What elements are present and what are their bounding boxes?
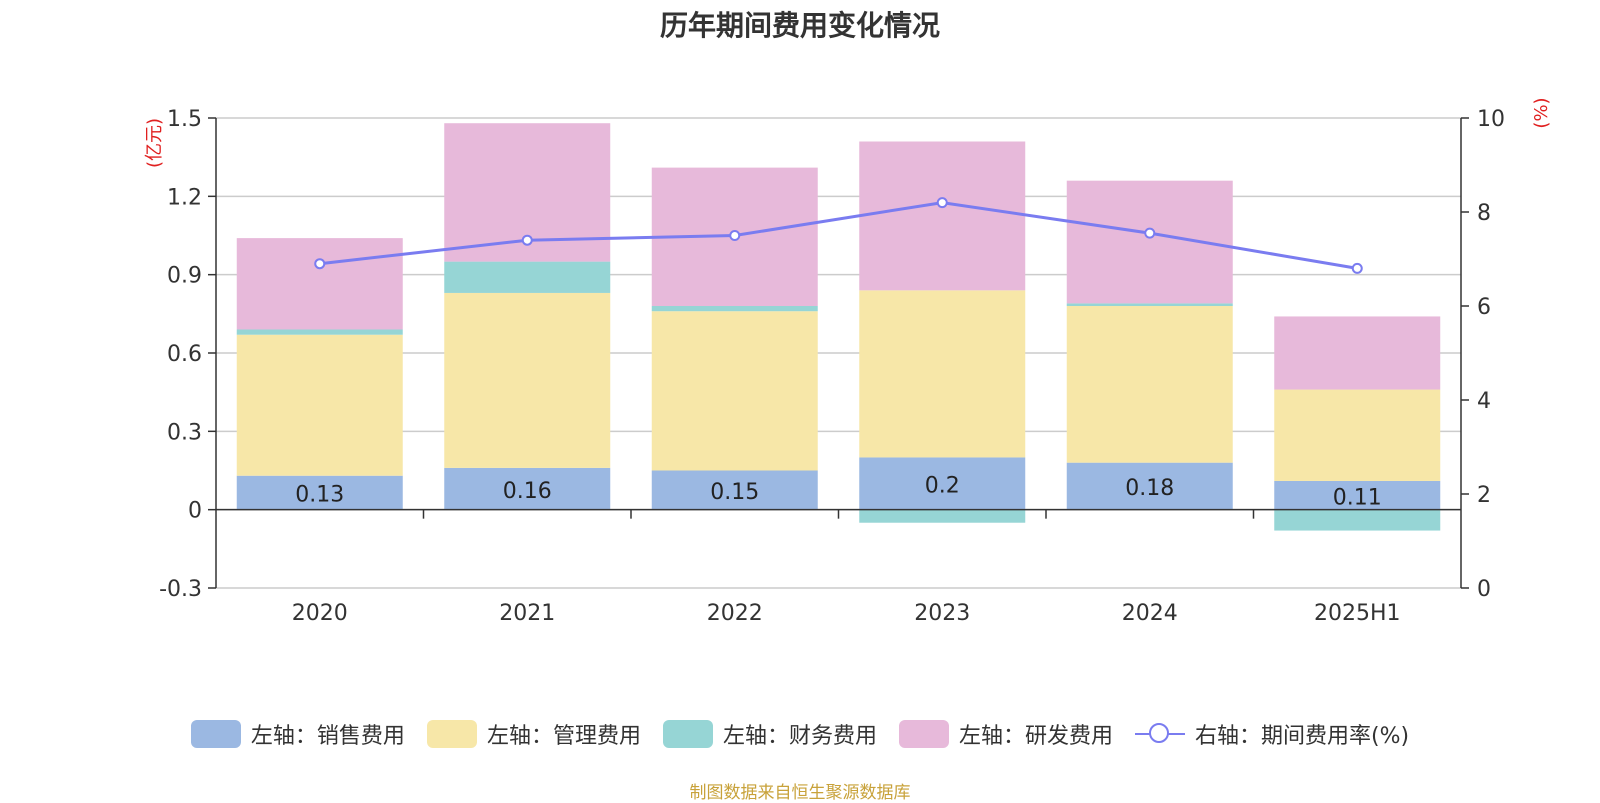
bar-segment-1-2022 xyxy=(651,311,818,471)
legend-label-finance: 左轴：财务费用 xyxy=(722,724,877,749)
data-label-sales: 0.16 xyxy=(503,479,552,504)
line-point-expense-rate xyxy=(729,230,741,241)
line-point-expense-rate xyxy=(936,197,948,209)
data-label-sales: 0.2 xyxy=(925,474,960,499)
bar-segment-2-2020 xyxy=(236,329,403,335)
x-tick-label: 2022 xyxy=(707,601,763,626)
bar-segment-1-2024 xyxy=(1066,306,1233,463)
legend-item-finance[interactable]: 左轴：财务费用 xyxy=(662,718,877,750)
bar-segment-1-2023 xyxy=(859,290,1026,458)
x-tick-label: 2025H1 xyxy=(1314,601,1401,626)
y-left-tick-label: 0.3 xyxy=(167,420,202,445)
legend-swatch-expense-rate xyxy=(1134,720,1185,748)
y-right-unit-label: (%) xyxy=(1531,97,1552,128)
legend-item-expense-rate[interactable]: 右轴：期间费用率(%) xyxy=(1134,718,1410,750)
y-left-tick-label: 1.5 xyxy=(167,107,202,132)
line-point-expense-rate xyxy=(1144,227,1156,239)
y-right-tick-label: 2 xyxy=(1477,483,1491,508)
bar-segment-1-2020 xyxy=(236,334,403,476)
chart-title: 历年期间费用变化情况 xyxy=(659,9,940,42)
legend-swatch-sales xyxy=(190,720,241,748)
bar-segment-2-2024 xyxy=(1066,303,1233,306)
legend-swatch-finance xyxy=(662,720,713,748)
legend-swatch-admin xyxy=(426,720,477,748)
bar-segment-2-2022 xyxy=(651,306,818,312)
y-right-tick-label: 6 xyxy=(1477,295,1491,320)
bar-segment-0-2023 xyxy=(859,457,1026,510)
data-label-sales: 0.18 xyxy=(1125,476,1174,501)
line-expense-rate xyxy=(319,201,1358,270)
legend-item-admin[interactable]: 左轴：管理费用 xyxy=(426,718,641,750)
chart-legend: 左轴：销售费用 左轴：管理费用 左轴：财务费用 左轴：研发费用 右轴：期间费用率… xyxy=(0,718,1600,750)
bar-segment-0-2020 xyxy=(236,475,403,510)
chart-canvas: -0.3 0 0.3 0.6 0.9 1.2 1.5 0 2 4 6 8 10 (亿元) (%) 2020 20… xyxy=(144,97,1552,626)
bar-segment-3-2023 xyxy=(859,141,1026,291)
data-label-sales: 0.11 xyxy=(1333,485,1382,510)
legend-item-rnd[interactable]: 左轴：研发费用 xyxy=(898,718,1113,750)
bar-segment-0-2025H1 xyxy=(1274,480,1441,510)
y-right-tick-label: 0 xyxy=(1477,577,1491,602)
x-tick-label: 2021 xyxy=(499,601,555,626)
bar-segment-0-2022 xyxy=(651,470,818,510)
y-left-tick-label: 1.2 xyxy=(167,185,202,210)
legend-swatch-rnd xyxy=(898,720,949,748)
legend-label-admin: 左轴：管理费用 xyxy=(486,724,641,749)
bar-segment-2-2021 xyxy=(444,261,611,293)
bar-segment-3-2025H1 xyxy=(1274,316,1441,390)
bar-segment-1-2025H1 xyxy=(1274,389,1441,481)
data-label-sales: 0.15 xyxy=(710,480,759,505)
y-left-tick-label: 0.9 xyxy=(167,264,202,289)
bar-segment-0-2024 xyxy=(1066,462,1233,510)
x-tick-label: 2023 xyxy=(914,601,970,626)
y-right-tick-label: 4 xyxy=(1477,389,1491,414)
line-point-expense-rate xyxy=(521,234,533,246)
y-left-tick-label: -0.3 xyxy=(159,577,202,602)
legend-label-sales: 左轴：销售费用 xyxy=(250,724,405,749)
bar-segment-1-2021 xyxy=(444,292,611,468)
legend-label-rnd: 左轴：研发费用 xyxy=(958,724,1113,749)
y-left-tick-label: 0.6 xyxy=(167,342,202,367)
x-tick-label: 2024 xyxy=(1122,601,1178,626)
bar-segment-2-2023 xyxy=(859,509,1026,523)
x-tick-label: 2020 xyxy=(292,601,348,626)
y-right-tick-label: 8 xyxy=(1477,201,1491,226)
legend-label-expense-rate: 右轴：期间费用率(%) xyxy=(1194,724,1410,749)
data-label-sales: 0.13 xyxy=(295,483,344,508)
bar-segment-0-2021 xyxy=(444,467,611,510)
y-left-tick-label: 0 xyxy=(188,499,202,524)
line-point-expense-rate xyxy=(314,258,326,270)
bar-segment-3-2020 xyxy=(236,238,403,330)
line-point-expense-rate xyxy=(1351,262,1363,274)
legend-item-sales[interactable]: 左轴：销售费用 xyxy=(190,718,405,750)
bar-segment-2-2025H1 xyxy=(1274,509,1441,531)
y-left-unit-label: (亿元) xyxy=(144,118,165,168)
data-source-note: 制图数据来自恒生聚源数据库 xyxy=(689,783,911,803)
y-right-tick-label: 10 xyxy=(1477,107,1505,132)
